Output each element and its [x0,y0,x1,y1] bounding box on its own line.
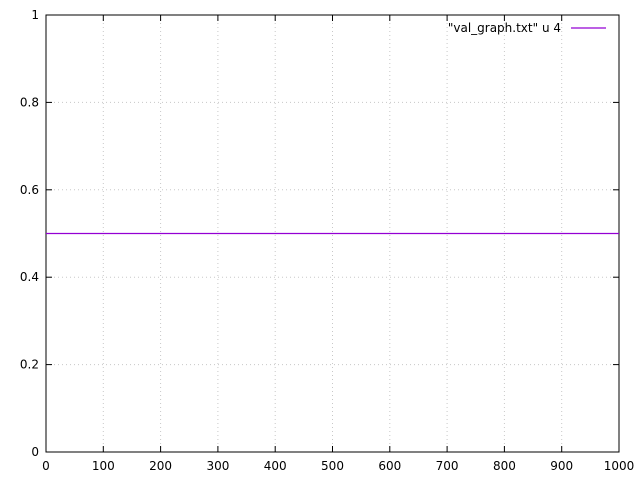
y-tick-label: 0 [31,445,39,459]
x-tick-label: 200 [149,459,172,473]
x-tick-label: 800 [493,459,516,473]
x-tick-label: 300 [206,459,229,473]
x-tick-label: 500 [321,459,344,473]
y-tick-label: 0.8 [20,95,39,109]
y-tick-label: 1 [31,8,39,22]
legend: "val_graph.txt" u 4 [448,21,606,35]
x-tick-label: 400 [264,459,287,473]
y-tick-label: 0.4 [20,270,39,284]
x-tick-label: 600 [378,459,401,473]
y-tick-label: 0.6 [20,183,39,197]
x-tick-label: 100 [92,459,115,473]
legend-label: "val_graph.txt" u 4 [448,21,561,35]
tick-labels: 0 100 200 300 400 500 600 700 800 900 1000 0 0.2 0.4 0… [20,8,634,473]
grid [46,15,619,452]
x-tick-label: 0 [42,459,50,473]
x-tick-label: 900 [550,459,573,473]
y-tick-label: 0.2 [20,358,39,372]
x-tick-label: 700 [436,459,459,473]
x-tick-label: 1000 [604,459,635,473]
